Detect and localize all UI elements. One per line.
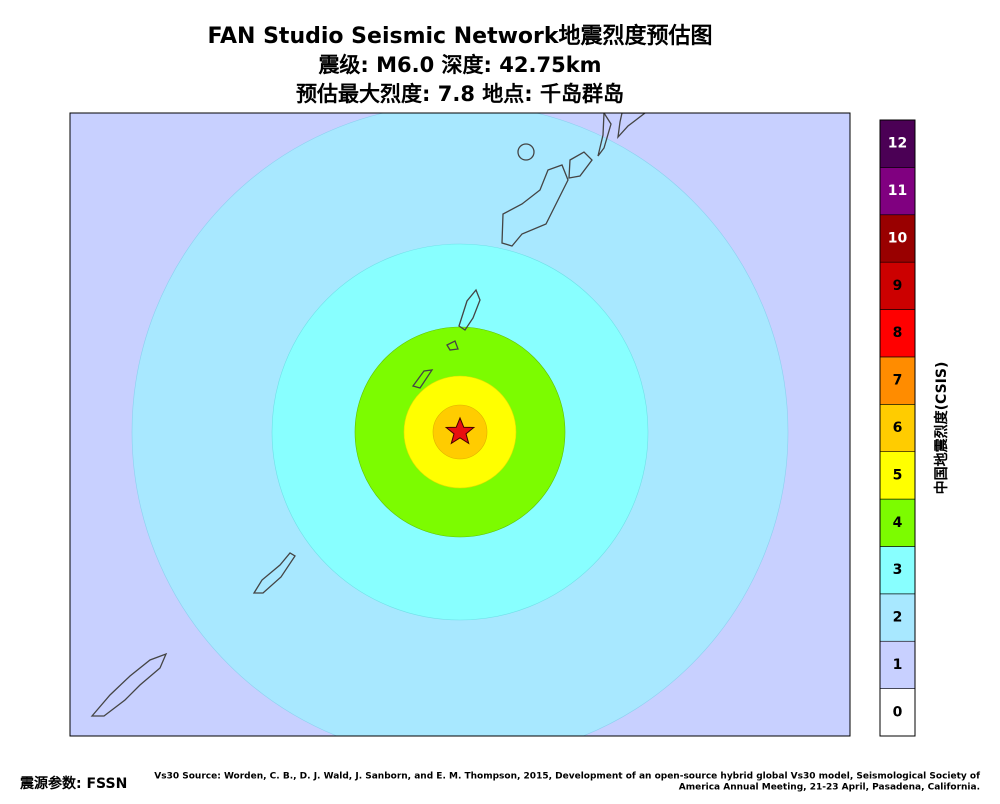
colorbar-cell (879, 309, 916, 358)
colorbar-cell (879, 498, 916, 547)
credit: Vs30 Source: Worden, C. B., D. J. Wald, … (154, 772, 980, 782)
subtitle: 预估最大烈度: 7.8 地点: 千岛群岛 (296, 82, 624, 106)
colorbar-tick-label: 7 (893, 373, 903, 389)
colorbar-tick-label: 6 (893, 420, 903, 436)
subtitle: 震级: M6.0 深度: 42.75km (318, 53, 601, 77)
colorbar-tick-label: 3 (893, 562, 903, 578)
credit: America Annual Meeting, 21-23 April, Pas… (679, 783, 980, 793)
colorbar-cell (879, 119, 916, 168)
colorbar-tick-label: 1 (893, 657, 903, 673)
title: FAN Studio Seismic Network地震烈度预估图 (207, 23, 712, 49)
coastline (90, 113, 647, 717)
colorbar-frame (879, 119, 916, 737)
colorbar-tick-label: 12 (888, 136, 907, 152)
colorbar-cell (879, 688, 916, 737)
colorbar-tick-label: 5 (893, 467, 903, 483)
colorbar-cell (879, 167, 916, 216)
colorbar-tick-label: 2 (893, 610, 903, 626)
colorbar-cell (879, 214, 916, 263)
colorbar-cell (879, 593, 916, 642)
epicenter (444, 416, 476, 445)
colorbar-cell (879, 261, 916, 310)
colorbar-tick-label: 10 (888, 230, 908, 246)
colorbar-tick-label: 8 (893, 325, 903, 341)
colorbar-tick-label: 4 (893, 515, 903, 531)
colorbar-tick-label: 0 (893, 704, 903, 720)
colorbar-tick-label: 9 (893, 278, 903, 294)
colorbar-label: 中国地震烈度(CSIS) (933, 362, 950, 495)
map-frame (69, 112, 851, 737)
colorbar-tick-label: 11 (888, 183, 907, 199)
map (70, 113, 850, 736)
source: 震源参数: FSSN (19, 775, 127, 792)
